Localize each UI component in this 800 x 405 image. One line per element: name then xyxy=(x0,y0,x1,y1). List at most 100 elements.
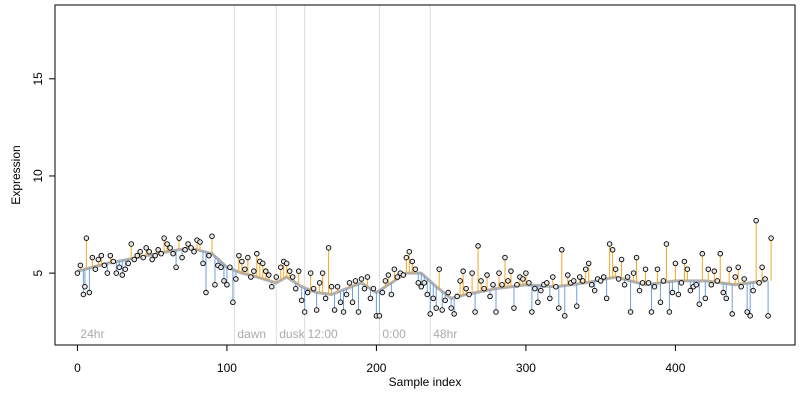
annotation-label: dawn xyxy=(237,327,266,341)
data-point xyxy=(693,282,700,288)
data-point xyxy=(161,235,167,241)
data-point xyxy=(295,268,302,274)
data-point xyxy=(484,272,490,278)
x-tick-label: 400 xyxy=(665,361,685,375)
data-point xyxy=(137,248,143,255)
data-point xyxy=(705,266,712,272)
data-point xyxy=(74,270,81,276)
data-point xyxy=(77,262,84,269)
data-point xyxy=(648,309,655,315)
y-tick-label: 5 xyxy=(31,269,45,276)
data-point xyxy=(424,291,430,298)
data-point xyxy=(340,309,347,315)
data-point xyxy=(768,235,774,241)
data-point xyxy=(92,266,99,272)
data-point xyxy=(209,233,215,239)
data-point xyxy=(406,248,413,255)
data-point xyxy=(245,254,251,261)
data-point xyxy=(597,278,604,284)
data-point xyxy=(412,266,419,272)
data-point xyxy=(337,299,344,306)
data-point xyxy=(170,250,176,257)
data-point xyxy=(636,287,643,294)
data-point xyxy=(179,254,185,261)
data-point xyxy=(526,280,532,286)
data-point xyxy=(230,299,236,306)
data-point xyxy=(651,283,658,290)
data-point xyxy=(122,266,129,272)
data-point xyxy=(762,276,768,282)
data-point xyxy=(630,270,637,276)
data-point xyxy=(663,241,670,247)
data-point xyxy=(756,280,762,286)
data-point xyxy=(466,291,472,298)
data-point xyxy=(152,252,158,259)
annotation-label: 48hr xyxy=(433,327,457,341)
data-point xyxy=(657,299,664,306)
data-point xyxy=(430,295,436,302)
data-point xyxy=(445,289,451,296)
data-point xyxy=(702,295,709,302)
data-point xyxy=(140,254,146,261)
data-point xyxy=(642,266,649,272)
data-point xyxy=(316,280,323,286)
data-point xyxy=(711,268,718,274)
data-point xyxy=(660,278,667,284)
data-point xyxy=(346,280,353,286)
data-point xyxy=(448,305,454,311)
data-point xyxy=(101,262,108,269)
data-point xyxy=(732,274,738,280)
data-point xyxy=(627,309,634,315)
data-point xyxy=(263,268,269,274)
data-point xyxy=(143,245,149,251)
data-point xyxy=(600,274,607,280)
data-point xyxy=(343,291,350,298)
data-point xyxy=(681,258,688,265)
data-point xyxy=(606,241,613,247)
data-point xyxy=(508,268,514,274)
data-point xyxy=(400,272,407,278)
data-point xyxy=(289,274,296,280)
data-point xyxy=(364,274,371,280)
data-point xyxy=(720,289,726,296)
data-point xyxy=(415,280,422,286)
y-tick-label: 15 xyxy=(31,72,45,86)
data-point xyxy=(379,289,386,296)
data-point xyxy=(451,311,457,317)
data-point xyxy=(158,250,164,257)
data-point xyxy=(615,276,622,282)
data-point xyxy=(624,274,631,280)
data-point xyxy=(355,309,362,315)
data-point xyxy=(532,285,538,292)
data-point xyxy=(218,264,224,271)
data-point xyxy=(164,241,170,247)
data-point xyxy=(352,278,359,284)
data-point xyxy=(298,297,305,304)
data-point xyxy=(233,276,239,282)
data-point xyxy=(104,270,111,276)
data-point xyxy=(639,280,646,286)
data-point xyxy=(547,295,553,302)
data-point xyxy=(553,283,559,290)
data-point xyxy=(535,299,541,306)
data-point xyxy=(708,282,715,288)
data-point xyxy=(442,297,448,304)
data-point xyxy=(573,303,580,309)
data-point xyxy=(313,307,320,313)
data-point xyxy=(475,243,481,249)
data-point xyxy=(565,272,571,278)
data-point xyxy=(675,291,682,298)
data-point xyxy=(550,274,556,280)
data-point xyxy=(759,264,765,271)
data-point xyxy=(370,285,377,292)
data-point xyxy=(562,313,568,319)
data-point xyxy=(382,278,389,284)
stem-layer xyxy=(76,220,772,316)
data-point xyxy=(236,252,242,259)
data-point xyxy=(588,282,595,288)
data-point xyxy=(239,258,245,265)
annotation-label: 12:00 xyxy=(308,327,338,341)
data-point xyxy=(113,270,120,276)
data-point xyxy=(334,283,341,290)
data-point xyxy=(131,256,137,263)
